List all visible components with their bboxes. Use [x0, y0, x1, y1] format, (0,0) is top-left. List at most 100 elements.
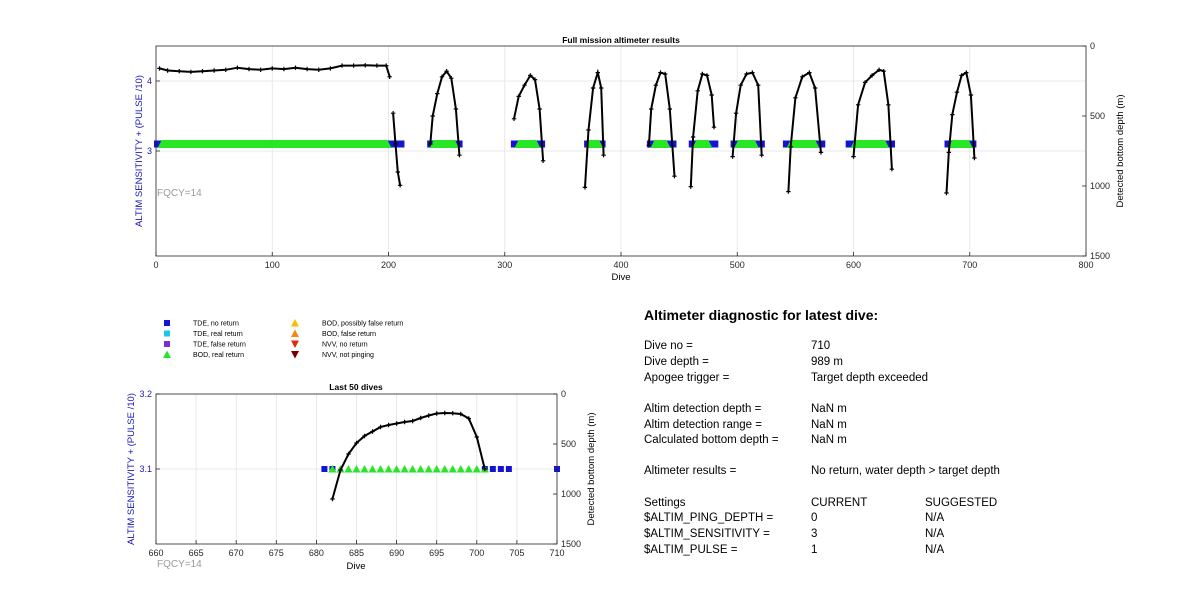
top-depth-10-line — [945, 71, 976, 194]
bottom-tde-no-return-0 — [321, 466, 328, 472]
top-bod-real-return-3 — [585, 140, 604, 148]
top-depth-3-point-2 — [522, 83, 527, 88]
bottom-bod-real-return-3 — [352, 465, 361, 473]
top-depth-2-point-1 — [430, 113, 435, 119]
bottom-chart-right-ticks: 0 500 1000 1500 — [553, 389, 581, 549]
bottom-depth-point-5 — [370, 429, 375, 434]
bottom-depth-point-16 — [458, 411, 463, 417]
top-ytick-right-label-3: 1500 — [1090, 251, 1110, 261]
top-depth-8-point-2 — [793, 95, 798, 100]
apogee-label: Apogee trigger = — [644, 372, 730, 384]
legend-triangle-down-marker-7 — [291, 351, 299, 359]
bottom-depth-point-12 — [426, 413, 431, 418]
top-ytick-right-label-2: 1000 — [1090, 181, 1110, 191]
top-depth-5-point-2 — [653, 83, 659, 88]
legend-item-6: NVV, no return — [291, 340, 368, 349]
top-depth-8-point-1 — [788, 144, 793, 149]
bottom-depth-point-18 — [474, 434, 479, 440]
bottom-ytick-right-label-3: 1500 — [561, 539, 581, 549]
legend-square-marker-2 — [164, 341, 170, 347]
top-bod-real-return-5 — [692, 140, 713, 148]
top-depth-0-line — [159, 64, 391, 78]
bottom-xtick-label-4: 680 — [309, 548, 324, 558]
top-depth-6-point-4 — [704, 73, 710, 78]
legend-item-0: TDE, no return — [164, 320, 239, 328]
bottom-bod-real-return-4 — [360, 465, 369, 473]
bottom-bod-real-return-2 — [344, 465, 353, 473]
bottom-xtick-label-8: 700 — [469, 548, 484, 558]
top-depth-8-point-4 — [807, 70, 812, 75]
top-depth-1-point-0 — [390, 111, 396, 116]
top-depth-5-point-5 — [667, 106, 673, 112]
bottom-bod-real-return-14 — [440, 465, 449, 473]
bottom-ytick-right-label-0: 0 — [561, 389, 566, 399]
legend-square-marker-0 — [164, 320, 170, 326]
diag-row-detection-range: Altim detection range = NaN m — [644, 419, 1200, 435]
ping-depth-label: $ALTIM_PING_DEPTH = — [644, 512, 774, 524]
legend-item-2: TDE, false return — [164, 341, 246, 349]
legend-label-7: NVV, not pinging — [322, 352, 374, 359]
bottom-bod-real-return-6 — [376, 465, 385, 473]
top-depth-6-point-1 — [690, 134, 696, 140]
dive-no-label: Dive no = — [644, 340, 693, 352]
top-depth-1-point-1 — [393, 141, 398, 147]
top-depth-5-point-0 — [646, 143, 652, 148]
top-depth-9-point-2 — [862, 80, 868, 85]
top-depth-0-point-20 — [383, 63, 389, 68]
top-ytick-left-label-0: 3 — [147, 146, 152, 156]
sensitivity-current: 3 — [811, 528, 818, 540]
legend-item-7: NVV, not pinging — [291, 351, 374, 359]
top-ytick-right-label-1: 500 — [1090, 111, 1105, 121]
bottom-depth-point-11 — [418, 415, 423, 421]
top-depth-9-point-6 — [886, 102, 891, 107]
top-chart-grid — [155, 46, 1087, 256]
top-chart-depth-series — [157, 63, 977, 196]
legend-item-3: BOD, real return — [163, 350, 244, 359]
top-ytick-left-label-1: 4 — [147, 76, 152, 86]
top-depth-0-point-5 — [211, 68, 217, 73]
top-depth-1-line — [392, 113, 402, 186]
diag-row-pulse: $ALTIM_PULSE = 1 N/A — [644, 544, 1200, 560]
top-depth-3-point-1 — [516, 94, 521, 99]
top-depth-0-point-8 — [246, 66, 252, 72]
top-depth-0-point-2 — [177, 69, 182, 74]
top-depth-4-point-3 — [595, 70, 600, 75]
pulse-suggested: N/A — [925, 544, 945, 556]
top-bod-real-return-7 — [786, 140, 820, 148]
top-depth-4-point-5 — [601, 153, 606, 158]
top-depth-10-point-0 — [944, 190, 949, 196]
top-ytick-right-label-0: 0 — [1090, 41, 1095, 51]
top-depth-6-point-0 — [688, 184, 693, 189]
diag-row-dive-no: Dive no = 710 — [644, 340, 1200, 356]
top-bod-real-return-4 — [650, 140, 671, 148]
calculated-bottom-label: Calculated bottom depth = — [644, 434, 779, 446]
legend-label-0: TDE, no return — [193, 321, 239, 328]
top-bod-real-return-0 — [157, 140, 392, 148]
top-depth-10-point-3 — [954, 90, 960, 95]
top-depth-7-point-6 — [759, 153, 764, 158]
bottom-depth-point-19 — [482, 466, 488, 472]
bottom-bod-real-return-8 — [392, 465, 401, 473]
top-depth-10-point-4 — [959, 73, 964, 78]
top-chart-xlabel: Dive — [611, 272, 630, 283]
detection-depth-label: Altim detection depth = — [644, 403, 762, 415]
bottom-ytick-left-label-0: 3.1 — [139, 464, 152, 474]
bottom-depth-point-7 — [386, 422, 391, 428]
top-depth-4-point-2 — [590, 85, 596, 91]
bottom-xtick-label-5: 685 — [349, 548, 364, 558]
top-chart-annotation: FQCY=14 — [157, 188, 202, 199]
legend-label-2: TDE, false return — [193, 342, 246, 349]
legend-label-3: BOD, real return — [193, 352, 244, 359]
top-xtick-label-3: 300 — [497, 260, 512, 270]
diag-row-dive-depth: Dive depth = 989 m — [644, 356, 1200, 372]
bottom-chart-xlabel: Dive — [346, 561, 365, 572]
top-depth-7-point-4 — [750, 70, 755, 75]
top-xtick-label-6: 600 — [846, 260, 861, 270]
top-xtick-label-2: 200 — [381, 260, 396, 270]
top-chart-left-ticks: 34 — [147, 76, 160, 156]
top-depth-3-point-0 — [511, 116, 517, 121]
legend-square-marker-1 — [164, 330, 170, 337]
bottom-chart-left-ticks: 3.1 3.2 — [139, 389, 160, 474]
top-depth-10-point-1 — [946, 150, 952, 155]
top-depth-2-point-0 — [428, 141, 433, 147]
